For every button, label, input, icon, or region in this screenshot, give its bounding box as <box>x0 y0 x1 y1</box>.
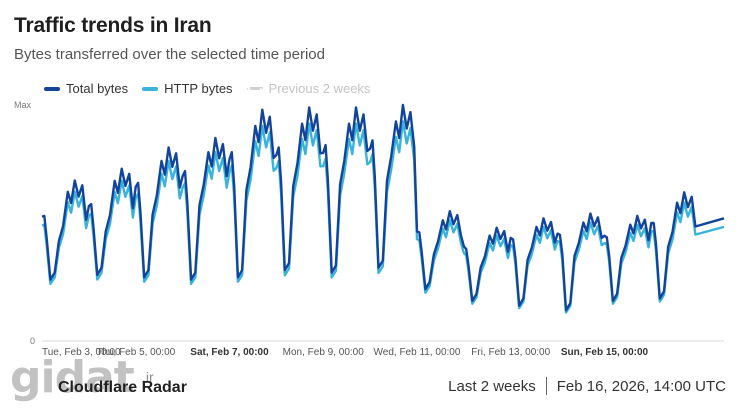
x-tick-label: Thu, Feb 5, 00:00 <box>96 347 175 358</box>
legend-swatch-http-bytes <box>142 86 159 91</box>
chart-legend: Total bytes HTTP bytes Previous 2 weeks <box>44 81 370 96</box>
chart-title: Traffic trends in Iran <box>14 14 212 37</box>
series-line-total-bytes <box>41 103 725 312</box>
footer-info: Last 2 weeks Feb 16, 2026, 14:00 UTC <box>448 377 726 395</box>
chart-subtitle: Bytes transferred over the selected time… <box>14 46 325 63</box>
legend-label-http-bytes: HTTP bytes <box>164 81 233 96</box>
x-tick-label: Mon, Feb 9, 00:00 <box>283 347 365 358</box>
legend-swatch-total-bytes <box>44 86 60 91</box>
time-range-label: Last 2 weeks <box>448 377 536 395</box>
footer-divider <box>545 377 547 395</box>
legend-label-previous-2-weeks: Previous 2 weeks <box>268 81 371 96</box>
watermark-logo: gidat <box>10 352 135 403</box>
y-tick-zero: 0 <box>30 336 35 346</box>
y-tick-max: Max <box>14 100 32 110</box>
timestamp-label: Feb 16, 2026, 14:00 UTC <box>556 377 726 395</box>
x-tick-label: Wed, Feb 11, 00:00 <box>374 347 461 358</box>
x-tick-label: Sat, Feb 7, 00:00 <box>190 347 269 358</box>
series-line-http-bytes <box>41 120 725 314</box>
legend-label-total-bytes: Total bytes <box>66 81 129 96</box>
watermark-suffix: .ir <box>142 369 154 385</box>
legend-item-previous-2-weeks[interactable]: Previous 2 weeks <box>246 81 371 96</box>
x-tick-label: Sun, Feb 15, 00:00 <box>561 347 649 358</box>
legend-swatch-previous-2-weeks <box>246 87 263 90</box>
legend-item-http-bytes[interactable]: HTTP bytes <box>142 81 233 96</box>
x-tick-label: Tue, Feb 3, 00:00 <box>42 347 121 358</box>
x-tick-label: Fri, Feb 13, 00:00 <box>471 347 550 358</box>
legend-item-total-bytes[interactable]: Total bytes <box>44 81 128 96</box>
brand-label: Cloudflare Radar <box>58 379 187 396</box>
